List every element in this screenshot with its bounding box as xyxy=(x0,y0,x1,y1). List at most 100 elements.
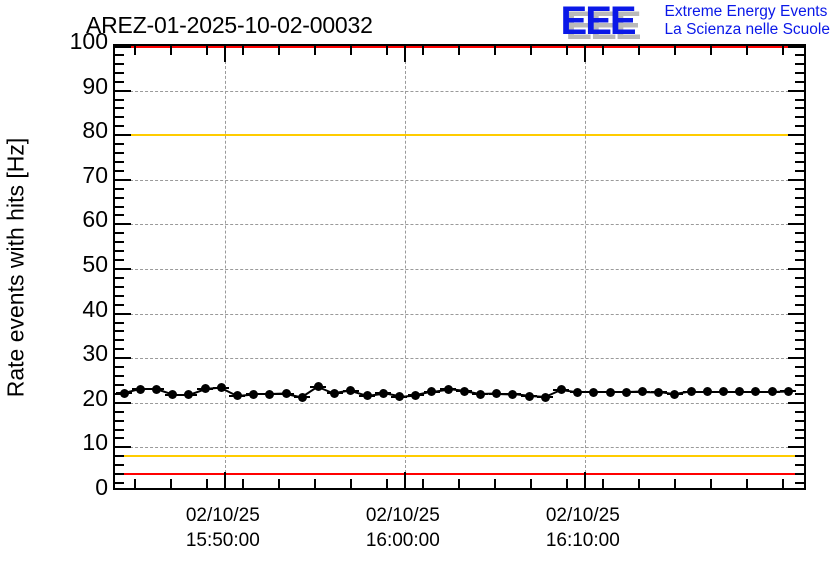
data-point xyxy=(119,388,129,398)
x-tick xyxy=(277,479,280,488)
y-tick-right xyxy=(795,53,804,56)
y-tick xyxy=(115,53,124,56)
data-point xyxy=(475,389,485,399)
y-tick xyxy=(115,348,124,351)
x-tick-top xyxy=(241,46,244,55)
y-tick-right xyxy=(795,437,804,440)
y-tick xyxy=(115,98,124,101)
x-tick xyxy=(583,472,586,488)
data-point xyxy=(297,392,307,402)
data-point xyxy=(783,386,793,396)
x-tick xyxy=(349,479,352,488)
y-tick-right xyxy=(795,116,804,119)
y-tick xyxy=(115,259,124,262)
gridline-horizontal xyxy=(115,224,804,226)
data-point xyxy=(654,387,664,397)
data-point xyxy=(184,390,194,400)
x-tick xyxy=(385,479,388,488)
y-tick xyxy=(115,375,124,378)
y-tick-right xyxy=(795,339,804,342)
x-tick xyxy=(313,479,316,488)
y-tick-right xyxy=(795,428,804,431)
y-tick-label: 10 xyxy=(82,429,108,456)
eee-logo-text: Extreme Energy Events La Scienza nelle S… xyxy=(665,2,830,39)
y-tick-right xyxy=(788,134,804,137)
gridline-horizontal xyxy=(115,179,804,181)
data-point xyxy=(589,387,599,397)
y-tick xyxy=(115,312,131,315)
y-tick-right xyxy=(788,268,804,270)
y-axis-title: Rate events with hits [Hz] xyxy=(2,44,30,490)
y-tick-right xyxy=(795,419,804,422)
x-tick-top xyxy=(223,46,226,62)
x-tick xyxy=(169,479,172,488)
y-tick-label: 20 xyxy=(82,384,108,411)
x-tick xyxy=(565,479,568,488)
y-tick xyxy=(115,330,124,333)
x-tick-top xyxy=(565,46,568,55)
data-point xyxy=(427,387,437,397)
x-tick-label-date: 02/10/25 xyxy=(545,505,620,526)
y-tick xyxy=(115,446,131,449)
data-point xyxy=(767,387,777,397)
data-series xyxy=(115,46,804,488)
gridline-horizontal xyxy=(115,447,804,449)
x-tick-top xyxy=(205,46,208,55)
x-tick xyxy=(781,479,784,488)
gridline-vertical xyxy=(224,46,226,488)
y-tick-right xyxy=(795,71,804,74)
data-point xyxy=(670,389,680,399)
y-tick xyxy=(115,134,131,137)
x-tick-label-time: 16:10:00 xyxy=(545,530,620,551)
x-tick-top xyxy=(601,46,604,55)
x-tick-top xyxy=(709,46,712,55)
y-tick-label: 70 xyxy=(82,161,108,188)
x-tick-label: 02/10/25 16:10:00 xyxy=(513,503,653,553)
y-tick-right xyxy=(788,401,804,404)
y-tick xyxy=(115,294,124,297)
series-connector xyxy=(140,388,157,391)
y-tick-right xyxy=(788,357,804,360)
x-tick-top xyxy=(133,46,136,55)
y-tick-right xyxy=(795,232,804,235)
data-point xyxy=(443,384,453,394)
y-tick xyxy=(115,205,124,208)
eee-logo: EEE EEE Extreme Energy Events La Scienza… xyxy=(560,0,830,46)
y-tick xyxy=(115,89,131,92)
y-tick xyxy=(115,71,124,74)
y-tick xyxy=(115,214,124,217)
x-tick xyxy=(529,479,532,488)
data-point xyxy=(621,387,631,397)
x-tick-top xyxy=(403,46,406,62)
x-tick-top xyxy=(637,46,640,55)
data-point xyxy=(346,386,356,396)
y-tick xyxy=(115,455,124,458)
y-tick-right xyxy=(795,80,804,83)
y-tick xyxy=(115,223,131,226)
data-point xyxy=(718,387,728,397)
y-tick-right xyxy=(795,160,804,163)
eee-logo-line1: Extreme Energy Events xyxy=(664,3,828,20)
y-tick xyxy=(115,410,124,413)
y-tick xyxy=(115,46,131,48)
y-tick-right xyxy=(795,62,804,65)
data-point xyxy=(135,384,145,394)
y-tick-right xyxy=(795,241,804,244)
data-point xyxy=(265,389,275,399)
data-point xyxy=(751,387,761,397)
gridline-vertical xyxy=(404,46,406,488)
data-point xyxy=(378,388,388,398)
data-point xyxy=(281,389,291,399)
eee-logo-mark: EEE EEE xyxy=(560,0,661,46)
y-tick-right xyxy=(795,276,804,279)
x-tick xyxy=(673,479,676,488)
gridline-vertical xyxy=(584,46,586,488)
y-tick-right xyxy=(795,152,804,155)
eee-logo-mark-front: EEE xyxy=(560,0,637,43)
y-tick xyxy=(115,401,131,404)
eee-logo-mark-shadow: EEE xyxy=(565,4,642,48)
y-tick xyxy=(115,303,124,306)
gridline-horizontal xyxy=(115,90,804,92)
x-tick xyxy=(133,479,136,488)
